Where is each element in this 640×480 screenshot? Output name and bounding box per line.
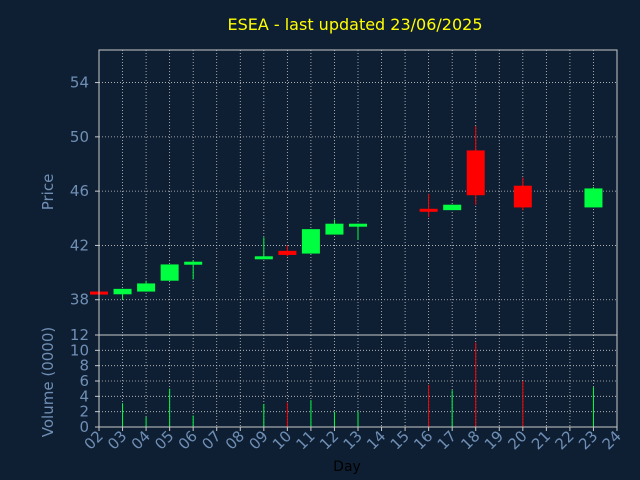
volume-tick-label: 10	[70, 341, 89, 359]
volume-tick-label: 4	[79, 387, 89, 405]
x-tick-label: 18	[457, 427, 483, 453]
candle	[325, 219, 344, 235]
candle-body	[278, 250, 297, 255]
price-tick-label: 46	[70, 182, 89, 200]
candle	[349, 223, 367, 240]
candle	[113, 288, 132, 300]
volume-bars	[122, 342, 594, 427]
x-tick-label: 21	[528, 427, 554, 453]
x-tick-label: 15	[387, 427, 413, 453]
x-tick-label: 04	[128, 427, 154, 453]
candle	[278, 245, 297, 257]
chart-title: ESEA - last updated 23/06/2025	[227, 15, 482, 34]
axes-layer: 0203040506070809101112131415161718192021…	[70, 49, 625, 453]
x-tick-label: 10	[269, 427, 295, 453]
x-tick-label: 11	[293, 427, 319, 453]
candle	[419, 193, 438, 217]
x-tick-label: 17	[434, 427, 460, 453]
volume-tick-label: 6	[79, 372, 89, 390]
volume-panel-frame	[98, 334, 618, 428]
candle	[443, 204, 462, 211]
candle-body	[137, 283, 156, 292]
volume-tick-label: 8	[79, 357, 89, 375]
candle	[184, 260, 203, 280]
candle-body	[254, 256, 273, 260]
price-tick-label: 42	[70, 236, 89, 254]
volume-axis-label: Volume (0000)	[39, 327, 57, 437]
candle	[254, 237, 273, 260]
x-tick-label: 19	[481, 427, 507, 453]
candle	[160, 264, 179, 281]
x-axis-label: Day	[333, 459, 361, 475]
x-tick-label: 12	[316, 427, 342, 453]
volume-tick-label: 0	[79, 418, 89, 436]
candle-body	[443, 204, 462, 211]
candle	[466, 126, 485, 205]
x-tick-label: 03	[104, 427, 130, 453]
candle	[513, 177, 532, 211]
x-tick-label: 09	[245, 427, 271, 453]
candle-body	[184, 261, 203, 265]
candle-body	[466, 150, 485, 196]
x-tick-label: 20	[504, 427, 530, 453]
candle-body	[513, 185, 532, 208]
price-axis-label: Price	[39, 174, 57, 211]
candle-body	[325, 223, 344, 235]
candle-body	[160, 264, 179, 281]
x-tick-label: 13	[340, 427, 366, 453]
candlesticks	[90, 126, 603, 300]
x-tick-label: 14	[363, 427, 389, 453]
candle-body	[349, 223, 367, 227]
x-tick-label: 08	[222, 427, 248, 453]
price-tick-label: 50	[70, 128, 89, 146]
x-tick-label: 23	[575, 427, 601, 453]
candle-body	[113, 288, 132, 295]
candle-body	[584, 188, 603, 208]
x-tick-label: 24	[599, 427, 625, 453]
x-tick-label: 07	[198, 427, 224, 453]
volume-tick-label: 12	[70, 326, 89, 344]
candle	[137, 280, 156, 292]
x-tick-label: 22	[552, 427, 578, 453]
candle	[584, 187, 603, 208]
price-tick-label: 54	[70, 74, 89, 92]
x-tick-label: 16	[410, 427, 436, 453]
candle-body	[419, 208, 438, 212]
candle-body	[301, 229, 320, 254]
x-tick-label: 05	[151, 427, 177, 453]
candle	[301, 229, 320, 254]
x-tick-label: 06	[175, 427, 201, 453]
price-tick-label: 38	[70, 291, 89, 309]
volume-tick-label: 2	[79, 403, 89, 421]
